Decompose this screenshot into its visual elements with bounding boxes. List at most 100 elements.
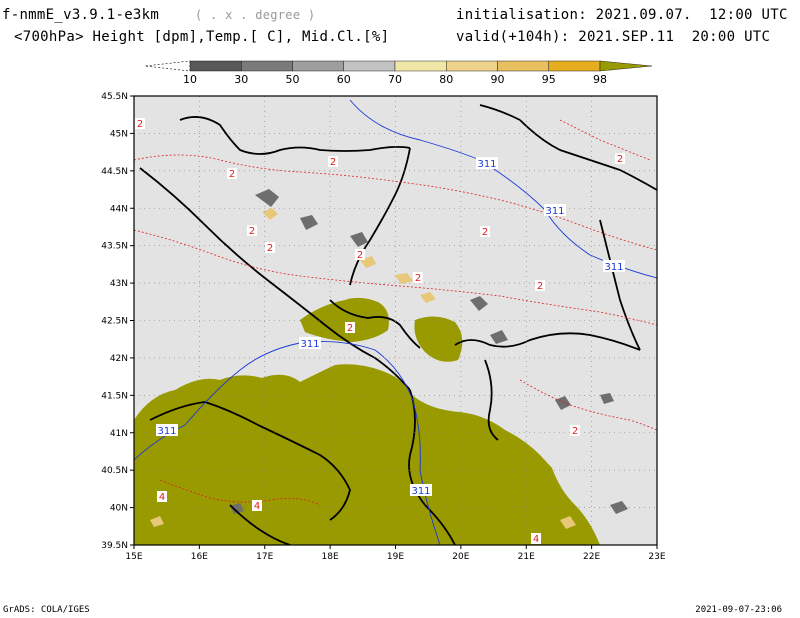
height-contour-label: 311 xyxy=(411,486,430,497)
temp-label-bg xyxy=(247,225,257,236)
height-label-bg xyxy=(410,484,432,496)
height-label-bg xyxy=(156,424,178,436)
colorbar-label: 90 xyxy=(491,73,505,86)
height-label-bg xyxy=(544,204,566,216)
initialisation-line: initialisation: 2021.09.07. 12:00 UTC xyxy=(456,7,788,23)
colorbar-segment xyxy=(548,60,601,72)
degree-note: ( . x . degree ) xyxy=(195,8,316,22)
temp-contour-label: 4 xyxy=(254,501,260,512)
colorbar-segment xyxy=(292,60,344,72)
y-tick-label: 42N xyxy=(110,354,128,364)
colorbar-segment xyxy=(241,60,293,72)
model-title: f-nmmE_v3.9.1-e3km xyxy=(2,7,160,23)
axis-ticks: 15E 16E 17E 18E 19E 20E 21E 22E 23E 39.5N 40N 40.5N… xyxy=(101,92,666,562)
temp-contour-label: 2 xyxy=(137,119,143,130)
y-tick-label: 41N xyxy=(110,429,128,439)
temp-label-bg xyxy=(135,118,145,129)
temp-label-bg xyxy=(252,500,262,511)
valid-value: 2021.SEP.11 20:00 UTC xyxy=(578,29,771,45)
height-contour-label: 311 xyxy=(477,159,496,170)
y-tick-label: 40N xyxy=(110,504,128,514)
x-tick-label: 19E xyxy=(387,552,404,562)
y-tick-label: 39.5N xyxy=(101,541,128,551)
colorbar: 10 30 50 60 70 80 90 95 98 xyxy=(144,60,653,86)
y-tick-label: 45N xyxy=(110,129,128,139)
x-tick-label: 23E xyxy=(648,552,665,562)
colorbar-segment xyxy=(497,60,549,72)
height-contour-label: 311 xyxy=(604,262,623,273)
borders xyxy=(139,104,657,545)
valid-label: valid(+104h): xyxy=(456,29,570,45)
y-tick-label: 43.5N xyxy=(101,242,128,252)
x-tick-label: 16E xyxy=(191,552,208,562)
temp-contour-label: 2 xyxy=(357,250,363,261)
temperature-contours xyxy=(134,119,657,506)
colorbar-high-arrow xyxy=(599,60,653,72)
y-tick-label: 45.5N xyxy=(101,92,128,102)
temp-contour-label: 2 xyxy=(267,243,273,254)
temp-contour-label: 2 xyxy=(330,157,336,168)
timestamp: 2021-09-07-23:06 xyxy=(695,605,782,615)
x-tick-label: 20E xyxy=(452,552,469,562)
x-tick-label: 18E xyxy=(322,552,339,562)
field-subtitle: <700hPa> Height [dpm],Temp.[ C], Mid.Cl.… xyxy=(14,29,390,45)
height-label-bg xyxy=(476,157,498,169)
colorbar-label: 98 xyxy=(593,73,607,86)
grid-lines xyxy=(134,96,657,545)
height-contour-label: 311 xyxy=(545,206,564,217)
temp-label-bg xyxy=(157,491,167,502)
temp-contour-label: 2 xyxy=(482,227,488,238)
temp-contour-label: 2 xyxy=(415,273,421,284)
valid-line: valid(+104h): 2021.SEP.11 20:00 UTC xyxy=(456,29,770,45)
colorbar-label: 10 xyxy=(183,73,197,86)
init-value: 2021.09.07. 12:00 UTC xyxy=(595,7,788,23)
temp-contour-label: 2 xyxy=(347,323,353,334)
temp-label-bg xyxy=(265,242,275,253)
colorbar-label: 95 xyxy=(542,73,556,86)
y-tick-label: 43N xyxy=(110,279,128,289)
cloud-cover-olive-area xyxy=(134,364,600,545)
colorbar-label: 80 xyxy=(439,73,453,86)
colorbar-segment xyxy=(343,60,396,72)
height-label-bg xyxy=(299,337,321,349)
temp-contour-label: 2 xyxy=(537,281,543,292)
temp-label-bg xyxy=(227,168,237,179)
init-label: initialisation: xyxy=(456,7,587,23)
x-tick-label: 15E xyxy=(125,552,142,562)
temp-label-bg xyxy=(413,272,423,283)
colorbar-label: 50 xyxy=(286,73,300,86)
colorbar-label: 70 xyxy=(388,73,402,86)
height-contour-label: 311 xyxy=(157,426,176,437)
colorbar-segment xyxy=(446,60,498,72)
y-tick-label: 40.5N xyxy=(101,466,128,476)
temp-label-bg xyxy=(355,249,365,260)
temp-label-bg xyxy=(345,322,355,333)
y-tick-label: 44N xyxy=(110,204,128,214)
temp-label-bg xyxy=(615,153,625,164)
x-tick-label: 21E xyxy=(518,552,535,562)
x-tick-label: 22E xyxy=(583,552,600,562)
cloud-cover-olive-north xyxy=(300,297,389,342)
y-tick-label: 42.5N xyxy=(101,317,128,327)
colorbar-segment xyxy=(394,60,447,72)
temp-contour-label: 2 xyxy=(249,226,255,237)
temp-contour-label: 4 xyxy=(533,534,539,545)
colorbar-low-arrow xyxy=(144,60,191,72)
x-tick-label: 17E xyxy=(256,552,273,562)
temp-label-bg xyxy=(328,156,338,167)
temp-label-bg xyxy=(531,533,541,544)
temp-contour-label: 2 xyxy=(617,154,623,165)
height-contours xyxy=(134,99,657,545)
height-label-bg xyxy=(603,260,625,272)
y-tick-label: 44.5N xyxy=(101,167,128,177)
temp-label-bg xyxy=(570,425,580,436)
grads-credit: GrADS: COLA/IGES xyxy=(3,605,90,615)
colorbar-label: 60 xyxy=(337,73,351,86)
temp-label-bg xyxy=(535,280,545,291)
temp-contour-label: 2 xyxy=(229,169,235,180)
temp-contour-label: 4 xyxy=(159,492,165,503)
y-tick-label: 41.5N xyxy=(101,391,128,401)
height-contour-label: 311 xyxy=(300,339,319,350)
colorbar-segment xyxy=(189,60,242,72)
